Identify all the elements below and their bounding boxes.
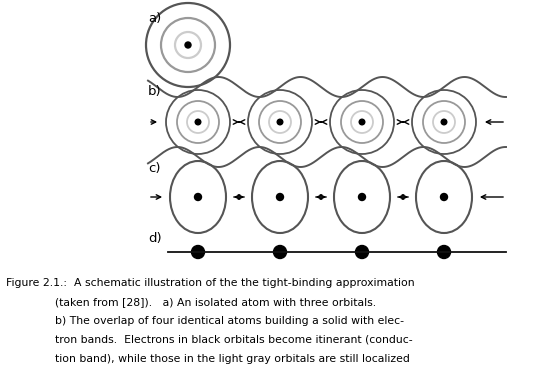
Circle shape bbox=[277, 119, 283, 125]
Circle shape bbox=[441, 119, 447, 125]
Circle shape bbox=[195, 119, 201, 125]
Text: b) The overlap of four identical atoms building a solid with elec-: b) The overlap of four identical atoms b… bbox=[6, 316, 404, 326]
Text: Figure 2.1.:  A schematic illustration of the the tight-binding approximation: Figure 2.1.: A schematic illustration of… bbox=[6, 278, 415, 288]
Text: a): a) bbox=[148, 12, 161, 25]
Text: d): d) bbox=[148, 232, 162, 245]
Circle shape bbox=[440, 194, 448, 200]
Text: tion band), while those in the light gray orbitals are still localized: tion band), while those in the light gra… bbox=[6, 354, 410, 364]
Circle shape bbox=[438, 245, 450, 259]
Text: tron bands.  Electrons in black orbitals become itinerant (conduc-: tron bands. Electrons in black orbitals … bbox=[6, 335, 413, 345]
Circle shape bbox=[358, 194, 365, 200]
Circle shape bbox=[185, 42, 191, 48]
Circle shape bbox=[273, 245, 286, 259]
Circle shape bbox=[194, 194, 201, 200]
Circle shape bbox=[355, 245, 369, 259]
Text: (taken from [28]).   a) An isolated atom with three orbitals.: (taken from [28]). a) An isolated atom w… bbox=[6, 297, 376, 307]
Text: c): c) bbox=[148, 162, 161, 175]
Circle shape bbox=[192, 245, 204, 259]
Circle shape bbox=[359, 119, 365, 125]
Circle shape bbox=[277, 194, 284, 200]
Text: b): b) bbox=[148, 85, 162, 98]
